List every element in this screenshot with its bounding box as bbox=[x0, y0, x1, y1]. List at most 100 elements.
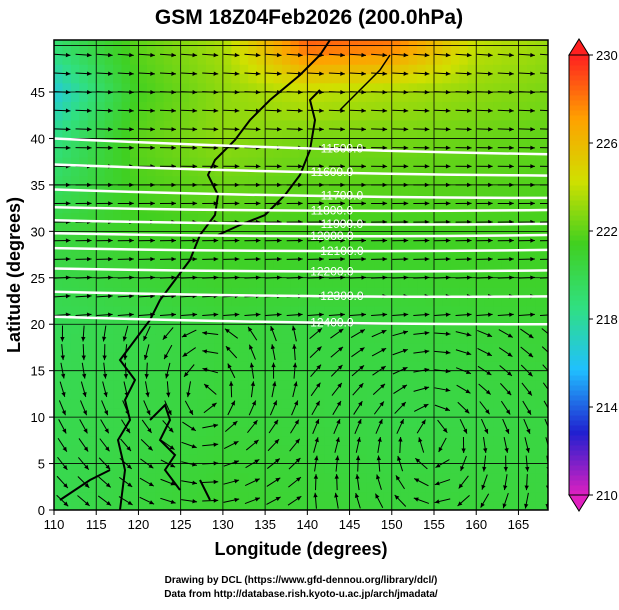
field-cell bbox=[248, 426, 257, 436]
field-cell bbox=[71, 120, 80, 130]
field-cell bbox=[198, 101, 207, 111]
field-cell bbox=[392, 259, 401, 269]
field-cell bbox=[366, 501, 375, 511]
field-cell bbox=[71, 278, 80, 288]
field-cell bbox=[79, 101, 88, 111]
field-cell bbox=[274, 426, 283, 436]
field-cell bbox=[493, 334, 502, 344]
field-cell bbox=[485, 380, 494, 390]
field-cell bbox=[138, 408, 147, 418]
field-cell bbox=[417, 259, 426, 269]
field-cell bbox=[535, 436, 544, 446]
field-cell bbox=[54, 501, 63, 511]
field-cell bbox=[383, 445, 392, 455]
field-cell bbox=[282, 101, 291, 111]
field-cell bbox=[324, 111, 333, 121]
field-cell bbox=[71, 371, 80, 381]
field-cell bbox=[138, 259, 147, 269]
field-cell bbox=[493, 482, 502, 492]
field-cell bbox=[164, 250, 173, 260]
field-cell bbox=[248, 148, 257, 158]
field-cell bbox=[451, 213, 460, 223]
field-cell bbox=[71, 92, 80, 102]
wind-arrow bbox=[549, 334, 554, 339]
field-cell bbox=[510, 203, 519, 213]
field-cell bbox=[468, 343, 477, 353]
field-cell bbox=[493, 380, 502, 390]
field-cell bbox=[510, 36, 519, 46]
field-cell bbox=[88, 296, 97, 306]
field-cell bbox=[138, 101, 147, 111]
field-cell bbox=[155, 176, 164, 186]
field-cell bbox=[240, 241, 249, 251]
field-cell bbox=[71, 361, 80, 371]
field-cell bbox=[442, 445, 451, 455]
field-cell bbox=[434, 408, 443, 418]
field-cell bbox=[105, 491, 114, 501]
field-cell bbox=[62, 473, 71, 483]
field-cell bbox=[172, 408, 181, 418]
field-cell bbox=[265, 464, 274, 474]
colorbar-segment bbox=[569, 305, 589, 311]
field-cell bbox=[240, 380, 249, 390]
field-cell bbox=[181, 73, 190, 83]
field-cell bbox=[358, 389, 367, 399]
field-cell bbox=[383, 417, 392, 427]
field-cell bbox=[231, 361, 240, 371]
field-cell bbox=[155, 501, 164, 511]
field-cell bbox=[214, 352, 223, 362]
field-cell bbox=[223, 148, 232, 158]
colorbar-segment bbox=[569, 105, 589, 111]
field-cell bbox=[231, 343, 240, 353]
field-cell bbox=[409, 417, 418, 427]
field-cell bbox=[324, 491, 333, 501]
field-cell bbox=[527, 482, 536, 492]
field-cell bbox=[274, 445, 283, 455]
field-cell bbox=[105, 315, 114, 325]
colorbar-segment bbox=[569, 330, 589, 336]
field-cell bbox=[324, 334, 333, 344]
field-cell bbox=[240, 473, 249, 483]
field-cell bbox=[502, 83, 511, 93]
field-cell bbox=[223, 73, 232, 83]
field-cell bbox=[282, 389, 291, 399]
colorbar-segment bbox=[569, 400, 589, 406]
field-cell bbox=[79, 250, 88, 260]
field-cell bbox=[535, 501, 544, 511]
wind-arrow bbox=[551, 257, 556, 261]
field-cell bbox=[299, 464, 308, 474]
field-cell bbox=[96, 36, 105, 46]
field-cell bbox=[392, 268, 401, 278]
field-cell bbox=[307, 501, 316, 511]
field-cell bbox=[214, 36, 223, 46]
colorbar-segment bbox=[569, 320, 589, 326]
x-tick-label: 120 bbox=[128, 517, 150, 532]
field-cell bbox=[248, 259, 257, 269]
colorbar-segment bbox=[569, 70, 589, 76]
field-cell bbox=[206, 482, 215, 492]
field-cell bbox=[451, 73, 460, 83]
wind-arrow bbox=[551, 183, 556, 187]
field-cell bbox=[493, 213, 502, 223]
field-cell bbox=[290, 389, 299, 399]
field-cell bbox=[400, 473, 409, 483]
field-cell bbox=[248, 278, 257, 288]
field-cell bbox=[96, 148, 105, 158]
field-cell bbox=[535, 46, 544, 56]
field-cell bbox=[138, 306, 147, 316]
field-cell bbox=[223, 194, 232, 204]
field-cell bbox=[214, 501, 223, 511]
field-cell bbox=[54, 389, 63, 399]
field-cell bbox=[417, 334, 426, 344]
field-cell bbox=[366, 334, 375, 344]
field-cell bbox=[105, 473, 114, 483]
field-cell bbox=[366, 36, 375, 46]
colorbar-segment bbox=[569, 295, 589, 301]
field-cell bbox=[502, 343, 511, 353]
field-cell bbox=[426, 501, 435, 511]
field-cell bbox=[468, 501, 477, 511]
field-cell bbox=[96, 176, 105, 186]
field-cell bbox=[265, 473, 274, 483]
field-cell bbox=[122, 46, 131, 56]
field-cell bbox=[409, 55, 418, 65]
